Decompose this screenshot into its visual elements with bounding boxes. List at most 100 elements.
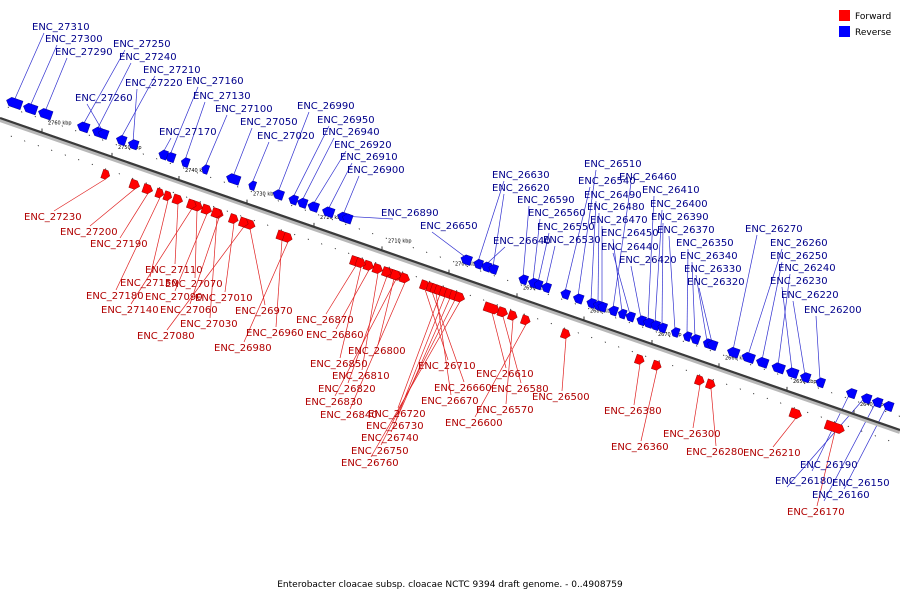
- minor-tick: [628, 321, 630, 324]
- forward-gene-leader: [491, 312, 507, 369]
- minor-tick: [631, 350, 633, 353]
- reverse-gene-label: ENC_26890: [381, 208, 439, 219]
- minor-tick: [145, 182, 147, 184]
- minor-tick: [642, 326, 644, 328]
- minor-tick: [294, 233, 296, 236]
- minor-tick: [199, 201, 201, 203]
- reverse-gene-arrow: [756, 357, 770, 369]
- scale-tick-label: 2640 kbp: [860, 402, 884, 408]
- reverse-gene-arrow: [541, 282, 552, 294]
- minor-tick: [264, 195, 266, 197]
- minor-tick: [655, 331, 657, 333]
- reverse-gene-label: ENC_26230: [770, 276, 828, 287]
- reverse-gene-leader: [86, 103, 104, 132]
- minor-tick: [807, 411, 809, 414]
- minor-tick: [804, 382, 806, 385]
- forward-gene-label: ENC_26500: [532, 392, 590, 403]
- forward-gene-leader: [335, 269, 370, 330]
- reverse-gene-label: ENC_26640: [493, 236, 551, 247]
- forward-gene-leader: [339, 267, 362, 359]
- reverse-gene-label: ENC_26200: [804, 305, 862, 316]
- minor-tick: [129, 148, 131, 151]
- reverse-gene-label: ENC_27100: [215, 104, 273, 115]
- minor-tick: [237, 186, 239, 188]
- forward-gene-arrow: [228, 213, 239, 224]
- minor-tick: [61, 125, 63, 127]
- forward-gene-arrow: [200, 203, 212, 215]
- minor-tick: [253, 219, 255, 222]
- minor-tick: [277, 200, 279, 202]
- forward-gene-arrow: [128, 178, 140, 190]
- reverse-gene-label: ENC_26250: [770, 251, 828, 262]
- minor-tick: [372, 232, 374, 235]
- reverse-gene-label: ENC_26530: [543, 235, 601, 246]
- reverse-gene-label: ENC_26220: [781, 290, 839, 301]
- forward-gene-label: ENC_26580: [491, 384, 549, 395]
- minor-tick: [847, 425, 849, 428]
- reverse-gene-leader: [204, 114, 228, 168]
- reverse-gene-leader: [654, 209, 663, 324]
- reverse-gene-label: ENC_26900: [347, 165, 405, 176]
- minor-tick: [577, 332, 579, 334]
- forward-gene-arrow: [171, 193, 183, 205]
- reverse-gene-label: ENC_26950: [317, 115, 375, 126]
- minor-tick: [213, 205, 215, 208]
- forward-gene-label: ENC_27030: [180, 319, 238, 330]
- forward-gene-label: ENC_26800: [348, 346, 406, 357]
- reverse-gene-arrow: [883, 401, 895, 412]
- reverse-gene-label: ENC_26940: [322, 127, 380, 138]
- reverse-gene-leader: [781, 286, 793, 371]
- forward-gene-label: ENC_26860: [306, 330, 364, 341]
- minor-tick: [523, 313, 525, 315]
- minor-tick: [858, 401, 860, 403]
- reverse-gene-arrow: [226, 173, 242, 186]
- reverse-gene-arrow: [727, 346, 741, 359]
- legend: Forward Reverse: [839, 10, 892, 38]
- caption: Enterobacter cloacae subsp. cloacae NCTC…: [277, 580, 623, 590]
- forward-gene-label: ENC_26730: [366, 421, 424, 432]
- forward-gene-label: ENC_27200: [60, 227, 118, 238]
- reverse-gene-label: ENC_26420: [619, 255, 677, 266]
- forward-gene-leader: [149, 200, 169, 278]
- reverse-gene-label: ENC_26370: [657, 225, 715, 236]
- minor-tick: [223, 181, 225, 183]
- forward-gene-leader: [349, 282, 406, 410]
- minor-tick: [493, 275, 495, 277]
- minor-tick: [291, 204, 293, 207]
- forward-gene-label: ENC_26720: [368, 409, 426, 420]
- reverse-gene-leader: [815, 315, 821, 381]
- minor-tick: [64, 154, 66, 156]
- reverse-gene-leader: [691, 261, 696, 337]
- forward-gene-arrow: [398, 272, 410, 284]
- minor-tick: [91, 163, 93, 166]
- reverse-gene-label: ENC_26390: [651, 212, 709, 223]
- forward-gene-label: ENC_26980: [214, 343, 272, 354]
- forward-gene-label: ENC_27010: [195, 293, 253, 304]
- reverse-gene-arrow: [116, 135, 128, 147]
- minor-tick: [534, 289, 536, 291]
- reverse-gene-arrow: [861, 393, 873, 405]
- reverse-gene-leader: [843, 403, 889, 490]
- axis-line: [0, 116, 900, 432]
- minor-tick: [723, 354, 725, 356]
- legend-swatch: [839, 10, 850, 21]
- reverse-gene-leader: [251, 141, 270, 184]
- minor-tick: [658, 360, 660, 362]
- forward-gene-leader: [474, 324, 527, 418]
- axis-shadow: [0, 117, 900, 434]
- reverse-gene-leader: [292, 125, 330, 198]
- reverse-gene-label: ENC_26340: [680, 251, 738, 262]
- minor-tick: [51, 149, 53, 152]
- minor-tick: [766, 397, 768, 400]
- minor-tick: [429, 280, 431, 283]
- scale-tick-label: 2760 kbp: [48, 121, 72, 127]
- minor-tick: [456, 290, 458, 292]
- forward-gene-label: ENC_26750: [351, 446, 409, 457]
- forward-gene-label: ENC_26810: [332, 371, 390, 382]
- minor-tick: [318, 214, 320, 216]
- minor-tick: [537, 318, 539, 320]
- minor-tick: [601, 312, 603, 314]
- minor-tick: [321, 243, 323, 245]
- forward-gene-leader: [166, 226, 245, 331]
- forward-gene-arrow: [186, 198, 197, 210]
